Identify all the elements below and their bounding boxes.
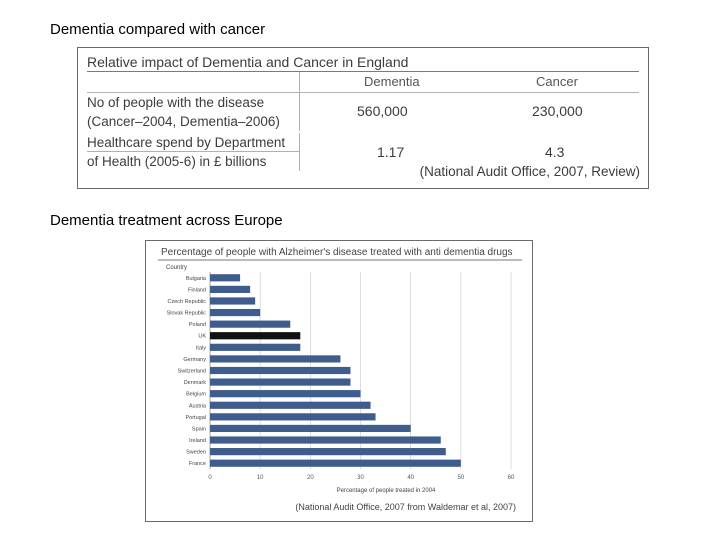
- bar-poland: [210, 320, 291, 328]
- table-header-row: Dementia Cancer: [87, 72, 639, 93]
- category-label: Germany: [183, 357, 206, 363]
- category-label: Ireland: [189, 438, 206, 444]
- cell-dementia: 560,000: [357, 103, 408, 119]
- category-label: Switzerland: [178, 369, 206, 375]
- heading-dementia-vs-cancer: Dementia compared with cancer: [50, 21, 266, 38]
- category-label: Sweden: [186, 450, 206, 456]
- category-label: Finland: [188, 287, 206, 293]
- column-header-cancer: Cancer: [536, 74, 578, 89]
- bar-spain: [210, 424, 411, 433]
- table-row: Healthcare spend by Department of Health…: [87, 133, 639, 173]
- treatment-bar-chart: Percentage of people with Alzheimer's di…: [158, 247, 522, 512]
- category-label: Czech Republic: [167, 299, 206, 305]
- category-label: Bulgaria: [186, 276, 207, 282]
- x-tick-label: 40: [407, 475, 414, 481]
- x-tick-label: 0: [208, 475, 212, 481]
- chart-title: Percentage of people with Alzheimer's di…: [161, 247, 513, 258]
- x-tick-label: 60: [508, 475, 515, 481]
- row-label: No of people with the disease (Cancer–20…: [87, 93, 300, 131]
- category-label: Italy: [196, 345, 206, 351]
- bar-ireland: [210, 436, 441, 444]
- bar-france: [210, 459, 461, 467]
- bar-uk: [210, 332, 301, 340]
- bar-bulgaria: [210, 274, 241, 282]
- cell-cancer: 230,000: [532, 103, 583, 119]
- category-label: Denmark: [184, 380, 207, 386]
- x-tick-label: 20: [307, 475, 314, 481]
- x-axis-label: Percentage of people treated in 2004: [337, 488, 436, 494]
- row-label-line: (Cancer–2004, Dementia–2006): [87, 114, 280, 129]
- category-label: Belgium: [186, 392, 206, 398]
- comparison-table-panel: Relative impact of Dementia and Cancer i…: [77, 47, 649, 189]
- row-label-line: No of people with the disease: [87, 95, 265, 110]
- bar-sweden: [210, 448, 446, 456]
- category-label: Portugal: [186, 415, 207, 421]
- column-header-dementia: Dementia: [364, 74, 420, 89]
- category-axis-title: Country: [166, 265, 187, 271]
- x-tick-label: 30: [357, 475, 364, 481]
- bar-austria: [210, 401, 371, 409]
- bar-germany: [210, 355, 341, 363]
- chart-panel: Percentage of people with Alzheimer's di…: [145, 240, 533, 522]
- row-label: Healthcare spend by Department of Health…: [87, 133, 300, 171]
- row-label-line: Healthcare spend by Department: [87, 135, 286, 150]
- table-row: No of people with the disease (Cancer–20…: [87, 93, 639, 133]
- comparison-table: Relative impact of Dementia and Cancer i…: [87, 54, 639, 173]
- bar-slovak-republic: [210, 308, 261, 317]
- category-label: Austria: [189, 403, 207, 409]
- bar-czech-republic: [210, 297, 256, 305]
- row-label-line: of Health (2005-6) in £ billions: [87, 154, 267, 169]
- category-label: Poland: [189, 322, 206, 328]
- bar-finland: [210, 285, 251, 293]
- bar-switzerland: [210, 366, 351, 375]
- bar-portugal: [210, 413, 376, 421]
- category-label: Spain: [192, 426, 206, 432]
- table-title: Relative impact of Dementia and Cancer i…: [87, 54, 639, 72]
- bar-belgium: [210, 390, 361, 398]
- bar-denmark: [210, 378, 351, 386]
- x-tick-label: 10: [257, 475, 264, 481]
- table-source: (National Audit Office, 2007, Review): [419, 164, 640, 179]
- cell-dementia: 1.17: [377, 144, 405, 160]
- category-label: France: [189, 461, 206, 467]
- category-label: UK: [198, 334, 206, 340]
- heading-dementia-treatment: Dementia treatment across Europe: [50, 212, 283, 229]
- category-label: Slovak Republic: [167, 311, 207, 317]
- cell-cancer: 4.3: [545, 144, 565, 160]
- chart-source: (National Audit Office, 2007 from Waldem…: [295, 502, 516, 512]
- x-tick-label: 50: [457, 475, 464, 481]
- bar-italy: [210, 343, 301, 351]
